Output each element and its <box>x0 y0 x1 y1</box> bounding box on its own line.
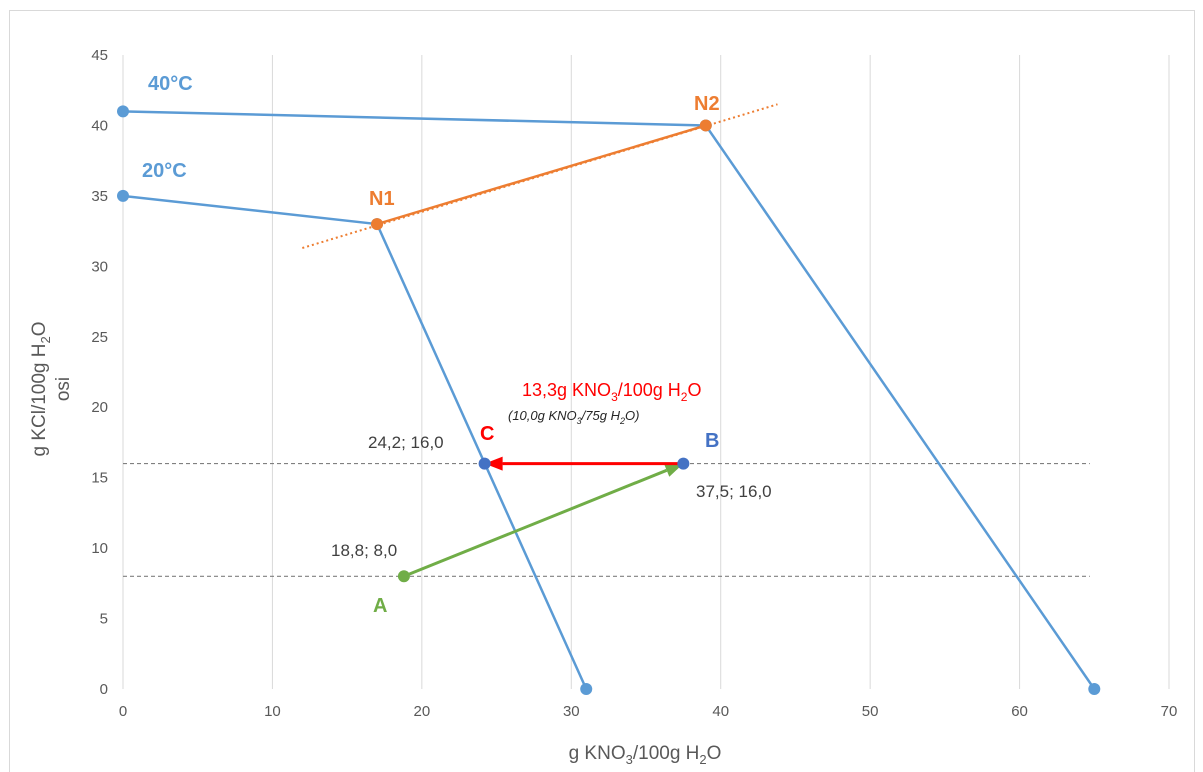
point-label-c: C <box>480 423 494 445</box>
series-0-point-0 <box>117 105 129 118</box>
x-tick-label-0: 0 <box>119 703 127 720</box>
x-tick-label-20: 20 <box>414 703 431 720</box>
point-marker-n1 <box>371 218 384 231</box>
y-tick-label-0: 0 <box>100 681 108 698</box>
x-axis-title: g KNO3/100g H2O <box>569 743 722 767</box>
annotation-sub: (10,0g KNO3/75g H2O) <box>508 408 639 426</box>
point-markers <box>117 105 1101 695</box>
x-tick-label-30: 30 <box>563 703 580 720</box>
point-marker-a <box>397 570 410 583</box>
series-1-point-2 <box>580 683 593 695</box>
arrow-head-1 <box>484 456 503 471</box>
series-1-point-0 <box>117 189 129 202</box>
chart-border <box>9 10 1195 772</box>
y-tick-label-40: 40 <box>91 117 108 134</box>
series-line-2 <box>376 124 707 226</box>
y-tick-label-25: 25 <box>91 329 108 346</box>
point-label-a: A <box>373 595 387 617</box>
arrow-shaft-0 <box>403 468 668 578</box>
x-tick-label-70: 70 <box>1161 703 1178 720</box>
coord-label-c: 24,2; 16,0 <box>368 433 444 452</box>
y-tick-label-20: 20 <box>91 399 108 416</box>
x-tick-label-40: 40 <box>712 703 729 720</box>
point-marker-n2 <box>699 119 712 132</box>
point-marker-b <box>677 457 690 470</box>
x-tick-label-60: 60 <box>1011 703 1028 720</box>
x-tick-label-50: 50 <box>862 703 879 720</box>
y-axis-title: g KCl/100g H2O osi <box>29 321 74 456</box>
x-tick-label-10: 10 <box>264 703 281 720</box>
coord-label-a: 18,8; 8,0 <box>331 541 397 560</box>
y-tick-label-10: 10 <box>91 540 108 557</box>
annotation-main: 13,3g KNO3/100g H2O <box>522 380 702 404</box>
series-label-40c: 40°C <box>148 73 193 95</box>
point-label-n2: N2 <box>694 93 720 115</box>
coord-label-b: 37,5; 16,0 <box>696 482 772 501</box>
y-tick-label-35: 35 <box>91 188 108 205</box>
y-axis-title-line2: osi <box>53 377 74 401</box>
series-label-20c: 20°C <box>142 160 187 182</box>
y-tick-label-30: 30 <box>91 258 108 275</box>
tick-labels: 0 10 20 30 40 50 60 70 0 5 10 15 20 25 30 35 40 45 <box>91 47 1177 720</box>
point-marker-c <box>478 457 491 470</box>
point-label-n1: N1 <box>369 188 395 210</box>
y-tick-label-15: 15 <box>91 470 108 487</box>
series-0-point-2 <box>1088 683 1101 695</box>
y-tick-label-5: 5 <box>100 611 108 628</box>
y-tick-label-45: 45 <box>91 47 108 64</box>
y-axis-title-line1: g KCl/100g H2O <box>29 321 53 456</box>
point-label-b: B <box>705 430 719 452</box>
gridlines <box>122 55 1170 689</box>
